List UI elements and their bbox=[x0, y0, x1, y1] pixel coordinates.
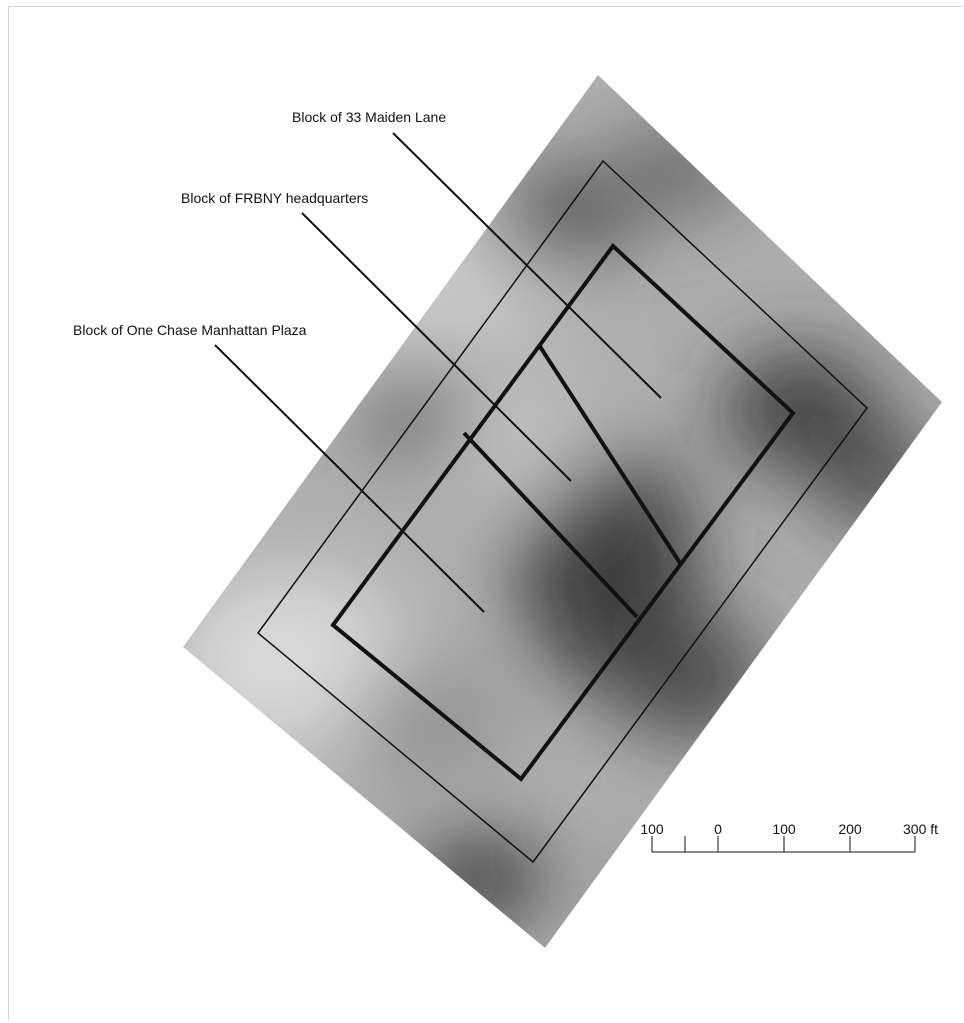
label-chase: Block of One Chase Manhattan Plaza bbox=[73, 322, 307, 338]
label-maiden-lane: Block of 33 Maiden Lane bbox=[292, 109, 446, 125]
figure-frame bbox=[8, 6, 962, 1021]
scale-label-200: 200 bbox=[838, 821, 862, 837]
block-outlines bbox=[330, 243, 796, 782]
scale-label-100-left: 100 bbox=[640, 821, 664, 837]
study-area-boundary bbox=[256, 159, 868, 864]
scale-bar bbox=[651, 836, 916, 853]
outer-block-outline bbox=[330, 243, 796, 782]
label-frbny: Block of FRBNY headquarters bbox=[181, 190, 368, 206]
leader-lines bbox=[214, 132, 662, 613]
chase-frbny-divider bbox=[462, 431, 639, 619]
scale-label-100: 100 bbox=[772, 821, 796, 837]
leader-line-chase bbox=[214, 344, 485, 613]
scale-label-300-ft: 300 ft bbox=[903, 821, 938, 837]
leader-line-frbny bbox=[301, 212, 572, 482]
frbny-maiden-divider bbox=[537, 343, 682, 565]
leader-line-maiden-lane bbox=[392, 132, 662, 399]
scale-label-0: 0 bbox=[714, 821, 722, 837]
